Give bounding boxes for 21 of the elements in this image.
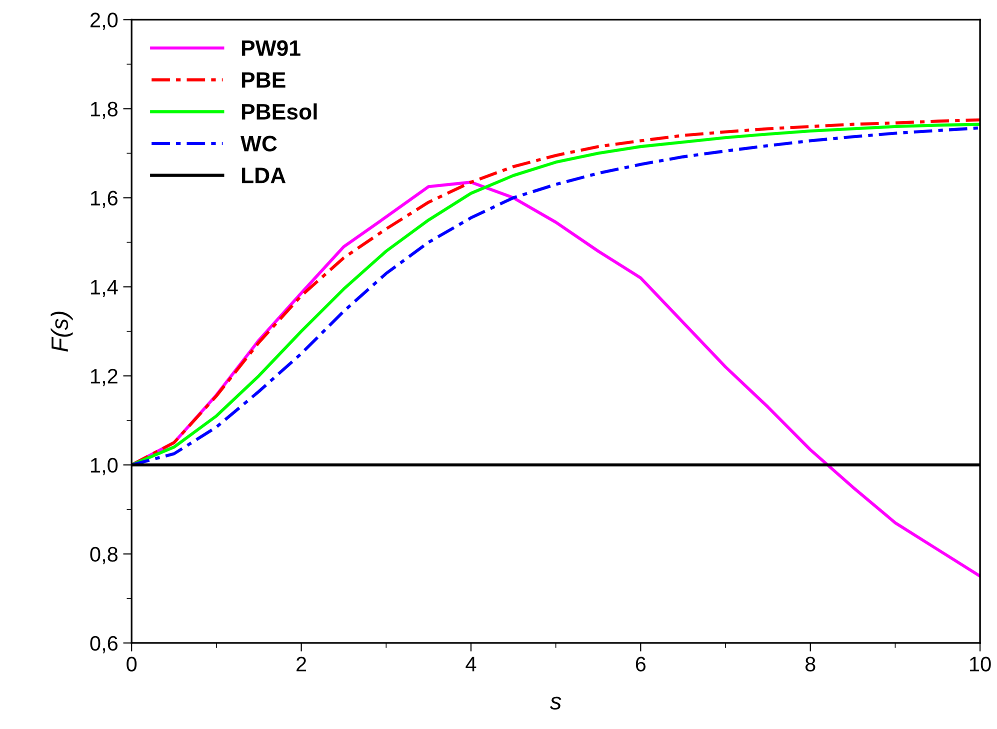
legend-label: PBEsol bbox=[242, 103, 317, 120]
y-tick-label: 0,8 bbox=[90, 546, 118, 564]
x-tick-label: 4 bbox=[466, 656, 476, 672]
x-axis-title: s bbox=[550, 696, 562, 710]
x-tick-label: 8 bbox=[805, 656, 816, 672]
x-tick-label: 0 bbox=[126, 656, 137, 672]
y-tick-label: 1,4 bbox=[91, 280, 118, 298]
y-tick-label: 1,0 bbox=[91, 458, 118, 476]
y-tick-label: 1,2 bbox=[91, 368, 118, 386]
legend-label: PW91 bbox=[242, 40, 300, 56]
x-tick-label: 10 bbox=[970, 656, 991, 672]
y-tick-label: 1,6 bbox=[91, 190, 118, 208]
x-tick-label: 2 bbox=[296, 656, 306, 672]
y-tick-label: 2,0 bbox=[90, 12, 118, 30]
legend-label: LDA bbox=[242, 168, 286, 184]
y-axis-title: F(s) bbox=[50, 312, 73, 352]
y-tick-label: 1,8 bbox=[91, 102, 118, 119]
legend-label: PBE bbox=[242, 72, 286, 88]
x-tick-label: 6 bbox=[636, 656, 646, 672]
y-tick-label: 0,6 bbox=[90, 636, 118, 654]
legend-label: WC bbox=[240, 136, 277, 152]
